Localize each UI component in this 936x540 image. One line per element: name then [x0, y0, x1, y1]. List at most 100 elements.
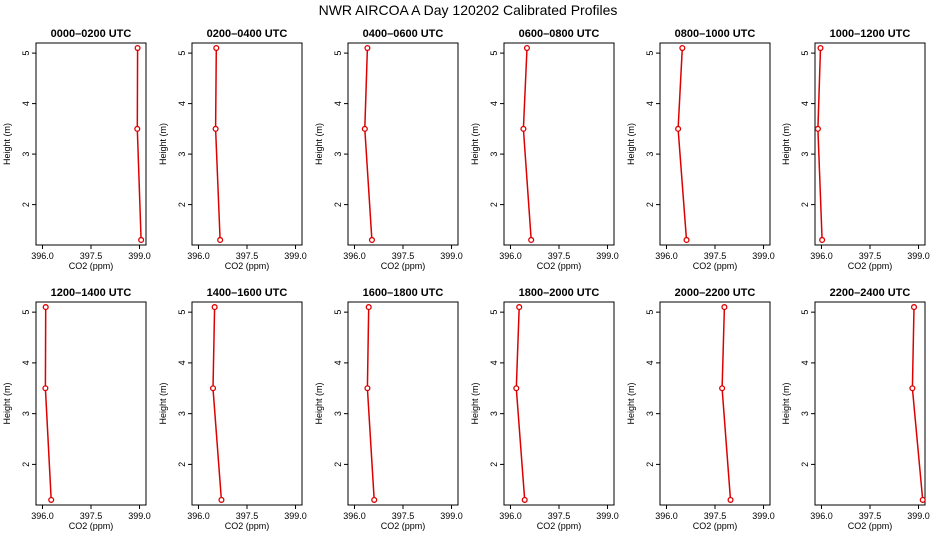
profile-panel: 1400–1600 UTC 396.0 397.5 399.0 2 3 4 5 CO2 (ppm… — [158, 287, 307, 531]
y-tick-label: 3 — [489, 411, 499, 416]
data-point — [683, 236, 690, 244]
data-point — [48, 496, 55, 503]
data-point — [679, 44, 686, 52]
y-tick-label: 4 — [489, 360, 499, 365]
x-axis-label: CO2 (ppm) — [69, 261, 114, 271]
x-tick-label: 396.0 — [187, 251, 210, 261]
x-tick-label: 399.0 — [440, 511, 463, 521]
data-point — [134, 44, 141, 52]
y-axis-label: Height (m) — [2, 123, 12, 165]
data-point — [520, 125, 527, 132]
x-tick-label: 396.0 — [499, 251, 522, 261]
y-tick-label: 2 — [645, 202, 655, 207]
x-tick-label: 397.5 — [236, 251, 259, 261]
panel-title: 2000–2200 UTC — [675, 287, 756, 299]
y-tick-label: 2 — [21, 202, 31, 207]
y-tick-label: 2 — [800, 202, 810, 207]
data-point — [361, 125, 368, 132]
panel-title: 0200–0400 UTC — [207, 28, 288, 40]
x-tick-label: 397.5 — [859, 251, 882, 261]
x-tick-label: 396.0 — [343, 511, 366, 521]
profile-line — [44, 307, 52, 500]
y-tick-label: 3 — [21, 152, 31, 157]
profile-panel: 1200–1400 UTC 396.0 397.5 399.0 2 3 4 5 CO2 (ppm… — [2, 287, 151, 531]
panel-title: 0400–0600 UTC — [363, 28, 444, 40]
plot-frame — [659, 301, 771, 506]
panel-title: 0800–1000 UTC — [675, 28, 756, 40]
data-point — [134, 125, 141, 132]
x-tick-label: 396.0 — [810, 251, 833, 261]
y-tick-label: 5 — [333, 310, 343, 315]
y-axis-label: Height (m) — [314, 382, 324, 424]
data-point — [727, 496, 734, 503]
profile-panel: 2200–2400 UTC 396.0 397.5 399.0 2 3 4 5 CO2 (ppm… — [781, 287, 930, 531]
x-tick-label: 399.0 — [752, 511, 775, 521]
plot-frame — [659, 42, 771, 246]
x-axis-label: CO2 (ppm) — [381, 261, 426, 271]
profile-line — [677, 48, 688, 240]
y-tick-label: 4 — [21, 101, 31, 106]
x-tick-label: 399.0 — [596, 251, 619, 261]
data-point — [364, 385, 371, 392]
y-tick-label: 4 — [645, 101, 655, 106]
y-axis-label: Height (m) — [781, 123, 791, 165]
profile-panel: 0200–0400 UTC 396.0 397.5 399.0 2 3 4 5 CO2 (ppm… — [158, 28, 307, 271]
data-point — [516, 304, 523, 311]
x-tick-label: 396.0 — [499, 511, 522, 521]
panel-title: 1400–1600 UTC — [207, 287, 288, 299]
x-tick-label: 399.0 — [284, 251, 307, 261]
y-tick-label: 5 — [21, 51, 31, 56]
data-point — [213, 44, 220, 52]
profile-panel: 1800–2000 UTC 396.0 397.5 399.0 2 3 4 5 CO2 (ppm… — [470, 287, 619, 531]
data-point — [138, 236, 145, 244]
profile-line — [911, 307, 924, 500]
data-point — [211, 304, 218, 311]
profile-line — [366, 307, 375, 500]
profile-panel: 2000–2200 UTC 396.0 397.5 399.0 2 3 4 5 CO2 (ppm… — [626, 287, 775, 531]
x-tick-label: 397.5 — [236, 511, 259, 521]
y-tick-label: 4 — [333, 360, 343, 365]
y-axis-label: Height (m) — [626, 382, 636, 424]
x-tick-label: 399.0 — [440, 251, 463, 261]
plot-frame — [35, 42, 147, 246]
data-point — [719, 385, 726, 392]
y-tick-label: 5 — [489, 310, 499, 315]
data-point — [521, 496, 528, 503]
data-point — [817, 44, 824, 52]
y-tick-label: 4 — [21, 360, 31, 365]
profile-line — [212, 307, 223, 500]
panel-title: 2200–2400 UTC — [830, 287, 911, 299]
y-tick-label: 5 — [489, 51, 499, 56]
y-tick-label: 2 — [645, 462, 655, 467]
y-tick-label: 3 — [800, 411, 810, 416]
y-tick-label: 2 — [489, 462, 499, 467]
data-point — [42, 304, 49, 311]
figure-title: NWR AIRCOA A Day 120202 Calibrated Profi… — [318, 2, 618, 18]
y-tick-label: 3 — [645, 411, 655, 416]
data-point — [909, 385, 916, 392]
x-axis-label: CO2 (ppm) — [537, 261, 582, 271]
data-point — [919, 496, 926, 503]
y-tick-label: 4 — [489, 101, 499, 106]
x-tick-label: 397.5 — [548, 251, 571, 261]
x-tick-label: 397.5 — [548, 511, 571, 521]
x-axis-label: CO2 (ppm) — [381, 521, 426, 531]
panel-title: 1800–2000 UTC — [519, 287, 600, 299]
x-tick-label: 399.0 — [128, 251, 151, 261]
profile-panel: 0400–0600 UTC 396.0 397.5 399.0 2 3 4 5 CO2 (ppm… — [314, 28, 463, 271]
profile-line — [817, 48, 823, 240]
x-tick-label: 397.5 — [392, 251, 415, 261]
x-tick-label: 399.0 — [128, 511, 151, 521]
profile-line — [515, 307, 526, 500]
x-tick-label: 399.0 — [596, 511, 619, 521]
x-axis-label: CO2 (ppm) — [848, 261, 893, 271]
x-axis-label: CO2 (ppm) — [848, 521, 893, 531]
data-point — [675, 125, 682, 132]
y-tick-label: 4 — [177, 360, 187, 365]
data-point — [42, 385, 49, 392]
y-axis-label: Height (m) — [626, 123, 636, 165]
y-tick-label: 5 — [21, 310, 31, 315]
data-point — [212, 125, 219, 132]
panel-title: 1600–1800 UTC — [363, 287, 444, 299]
